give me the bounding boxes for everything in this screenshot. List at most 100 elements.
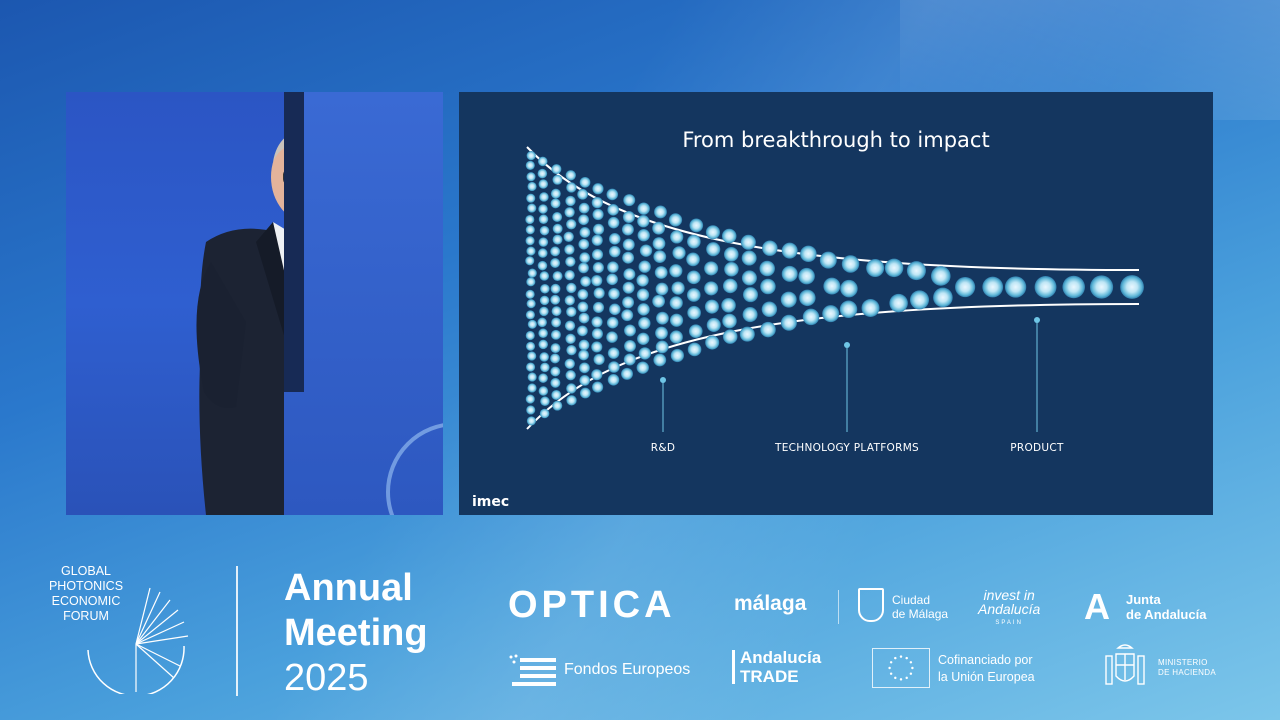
funnel-bubble [579, 362, 590, 374]
funnel-bottom-curve [526, 303, 1140, 430]
funnel-bubble [931, 266, 951, 286]
funnel-bubble [526, 246, 536, 256]
funnel-bubble [624, 339, 637, 352]
funnel-bubble [622, 251, 635, 264]
stage-label-technology-platforms: TECHNOLOGY PLATFORMS [774, 442, 920, 454]
funnel-bubble [670, 348, 685, 363]
funnel-bubble [623, 194, 636, 207]
funnel-bubble [566, 306, 577, 318]
funnel-bubble [565, 256, 576, 267]
funnel-bubble [540, 362, 550, 373]
funnel-bubble [525, 341, 536, 351]
stage-marker-dot [660, 377, 666, 383]
slide-title: From breakthrough to impact [682, 128, 990, 152]
funnel-bubble [624, 324, 637, 337]
funnel-bubble [637, 228, 650, 242]
funnel-bubble [539, 306, 549, 317]
funnel-bubble [580, 276, 591, 287]
funnel-bubble [550, 258, 561, 269]
funnel-bubble [564, 244, 575, 255]
funnel-bubble [525, 160, 535, 170]
funnel-bubble [841, 255, 860, 273]
funnel-bubble [550, 198, 561, 209]
funnel-bubble [564, 269, 575, 281]
funnel-bubble [637, 303, 650, 316]
ciudad-shield-icon [858, 588, 884, 622]
funnel-bubble [592, 301, 605, 314]
funnel-bubble [579, 387, 591, 399]
funnel-bubble [527, 383, 537, 393]
andalucia-trade-logo: Andalucía TRADE [740, 648, 821, 686]
funnel-bubble [669, 330, 683, 344]
funnel-bubble [565, 333, 576, 345]
funnel-bubble [636, 361, 649, 374]
junta-de-andalucia-logo: Junta de Andalucía [1126, 592, 1206, 622]
funnel-bubble [593, 353, 605, 366]
funnel-bubble [539, 225, 550, 236]
funnel-top-curve [526, 146, 1140, 271]
stage-label-rnd: R&D [650, 442, 676, 454]
funnel-bubble [656, 311, 669, 325]
funnel-bubble [526, 193, 536, 203]
funnel-bubble [723, 247, 739, 262]
trade-line: TRADE [740, 667, 799, 686]
stage-pillar [284, 92, 304, 392]
gpef-line: ECONOMIC [51, 594, 121, 608]
funnel-bubble [759, 260, 775, 277]
funnel-bubble [781, 242, 798, 259]
funnel-bubble [525, 310, 535, 320]
funnel-bubble [687, 305, 701, 320]
funnel-bubble [538, 373, 548, 383]
funnel-bubble [525, 394, 535, 404]
funnel-bubble [538, 214, 549, 225]
funnel-bubble [525, 330, 535, 341]
funnel-bubble [538, 339, 549, 350]
funnel-bubble [688, 324, 703, 339]
funnel-bubble [687, 234, 701, 249]
funnel-bubble [762, 240, 778, 256]
funnel-bubble [550, 366, 561, 377]
presentation-slide: From breakthrough to impact R&D TECHNOLO… [459, 92, 1213, 515]
funnel-bubble [578, 214, 589, 226]
funnel-bubble [592, 208, 604, 221]
funnel-bubble [799, 289, 816, 307]
funnel-bubble [955, 276, 976, 298]
funnel-bubble [670, 230, 684, 244]
funnel-bubble [653, 353, 667, 367]
funnel-bubble [564, 358, 575, 369]
fondos-europeos-logo: Fondos Europeos [564, 661, 691, 678]
funnel-bubble [655, 282, 669, 296]
funnel-bubble [638, 347, 652, 360]
funnel-bubble [608, 361, 620, 373]
funnel-bubble [622, 211, 635, 223]
funnel-bubble [551, 306, 562, 317]
gpef-logo-icon [87, 587, 189, 694]
funnel-bubble [538, 237, 549, 247]
funnel-bubble [591, 328, 604, 340]
funnel-bubble [592, 183, 604, 195]
funnel-bubble [527, 351, 537, 361]
funnel-bubble [884, 258, 904, 278]
funnel-bubble [741, 250, 757, 266]
funnel-bubble [538, 328, 548, 339]
funnel-bubble [526, 416, 537, 426]
funnel-bubble [539, 352, 550, 362]
eu-star [889, 672, 893, 675]
eu-star [894, 676, 897, 680]
funnel-bubble [819, 251, 837, 269]
funnel-bubble [563, 231, 574, 242]
funnel-bubble [591, 197, 603, 209]
funnel-bubble [527, 181, 537, 192]
stage-label-product: PRODUCT [1010, 442, 1064, 454]
funnel-bubble [621, 367, 634, 380]
cofinanciado-logo: Cofinanciado por la Unión Europea [938, 652, 1035, 686]
eu-star [905, 676, 908, 680]
funnel-bubble [552, 174, 563, 185]
funnel-bubble [739, 326, 755, 342]
funnel-bubble [704, 281, 719, 296]
funnel-bubble [550, 246, 561, 257]
funnel-bubble [607, 347, 620, 359]
funnel-bubble [527, 203, 537, 213]
invest-line: Andalucía [978, 601, 1041, 617]
funnel-bubble [722, 278, 738, 294]
